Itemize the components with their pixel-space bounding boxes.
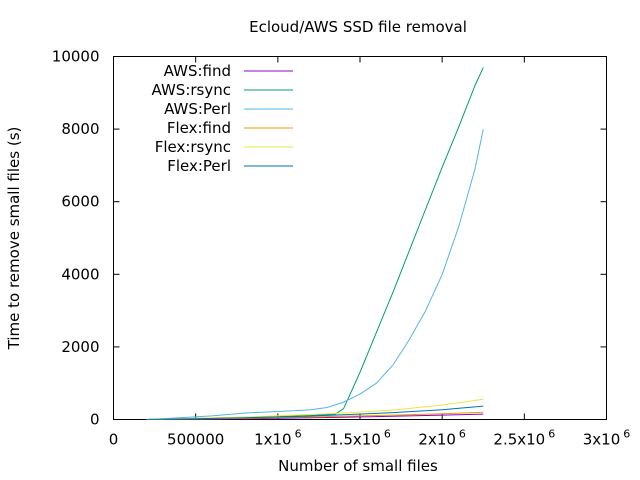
y-tick-label: 2000: [61, 338, 99, 356]
x-tick-label: 0: [109, 431, 119, 449]
x-tick-exponent: 6: [295, 428, 302, 441]
legend-label: AWS:rsync: [152, 81, 231, 99]
legend-label: Flex:Perl: [167, 157, 231, 175]
y-axis-title: Time to remove small files (s): [5, 127, 23, 351]
legend: AWS:findAWS:rsyncAWS:PerlFlex:findFlex:r…: [152, 62, 293, 175]
x-tick-exponent: 6: [623, 428, 630, 441]
x-tick-label: 3x10 6: [583, 428, 631, 449]
y-tick-label: 4000: [61, 265, 99, 283]
x-tick-exponent: 6: [548, 428, 555, 441]
x-tick-exponent: 6: [459, 428, 466, 441]
series-line-aws-perl: [146, 128, 484, 420]
x-tick-label: 2x10 6: [418, 428, 466, 449]
x-tick-label: 2.5x10 6: [493, 428, 555, 449]
x-axis-title: Number of small files: [278, 457, 438, 475]
axis-ticks: 0 2000 4000 6000 8000 10000 0 500000 1x10 6 1.5x10…: [52, 48, 630, 449]
series-lines: [146, 67, 484, 420]
y-tick-label: 6000: [61, 193, 99, 211]
legend-label: AWS:find: [164, 62, 231, 80]
legend-label: Flex:rsync: [155, 138, 231, 156]
series-line-flex-perl: [146, 405, 484, 420]
legend-label: AWS:Perl: [164, 100, 231, 118]
chart-title: Ecloud/AWS SSD file removal: [249, 18, 467, 36]
y-tick-label: 0: [90, 411, 100, 429]
x-tick-label: 1x10 6: [254, 428, 302, 449]
x-tick-label: 1.5x10 6: [329, 428, 391, 449]
x-tick-label: 500000: [167, 431, 224, 449]
legend-label: Flex:find: [167, 119, 231, 137]
y-tick-label: 8000: [61, 120, 99, 138]
x-tick-exponent: 6: [384, 428, 391, 441]
y-tick-label: 10000: [52, 48, 100, 66]
